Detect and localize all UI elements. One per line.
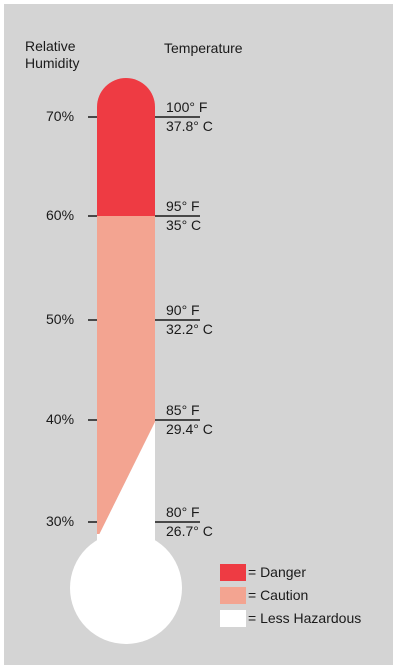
- temp-f-100: 100° F: [166, 99, 208, 115]
- legend-label-less-hazardous: = Less Hazardous: [248, 610, 362, 626]
- humidity-label-60: 60%: [46, 207, 75, 223]
- temp-c-100: 37.8° C: [166, 118, 213, 134]
- temp-f-85: 85° F: [166, 402, 200, 418]
- humidity-header-line2: Humidity: [25, 55, 80, 71]
- temp-f-90: 90° F: [166, 302, 200, 318]
- thermometer-diagram: Relative Humidity Temperature 70% 60% 50…: [4, 4, 393, 665]
- legend-swatch-danger: [220, 564, 246, 581]
- thermometer-graphic: [70, 78, 200, 644]
- temp-c-85: 29.4° C: [166, 421, 213, 437]
- thermometer-bulb: [70, 532, 182, 644]
- legend-label-caution: = Caution: [248, 587, 309, 603]
- less-hazardous-zone: [97, 422, 155, 539]
- temperature-header: Temperature: [164, 40, 243, 56]
- bulb-neck: [97, 534, 155, 544]
- legend-swatch-less-hazardous: [220, 610, 246, 627]
- humidity-label-70: 70%: [46, 108, 75, 124]
- humidity-header: Relative Humidity: [25, 38, 79, 72]
- legend-label-danger: = Danger: [248, 564, 306, 580]
- temp-f-95: 95° F: [166, 198, 200, 214]
- temp-c-80: 26.7° C: [166, 523, 213, 539]
- legend-swatch-caution: [220, 587, 246, 604]
- danger-zone: [97, 78, 155, 216]
- humidity-label-30: 30%: [46, 513, 75, 529]
- temp-c-95: 35° C: [166, 217, 202, 233]
- temp-c-90: 32.2° C: [166, 321, 213, 337]
- temp-f-80: 80° F: [166, 504, 200, 520]
- humidity-label-50: 50%: [46, 311, 75, 327]
- humidity-header-line1: Relative: [25, 38, 76, 54]
- caution-zone: [97, 216, 155, 539]
- humidity-label-40: 40%: [46, 411, 75, 427]
